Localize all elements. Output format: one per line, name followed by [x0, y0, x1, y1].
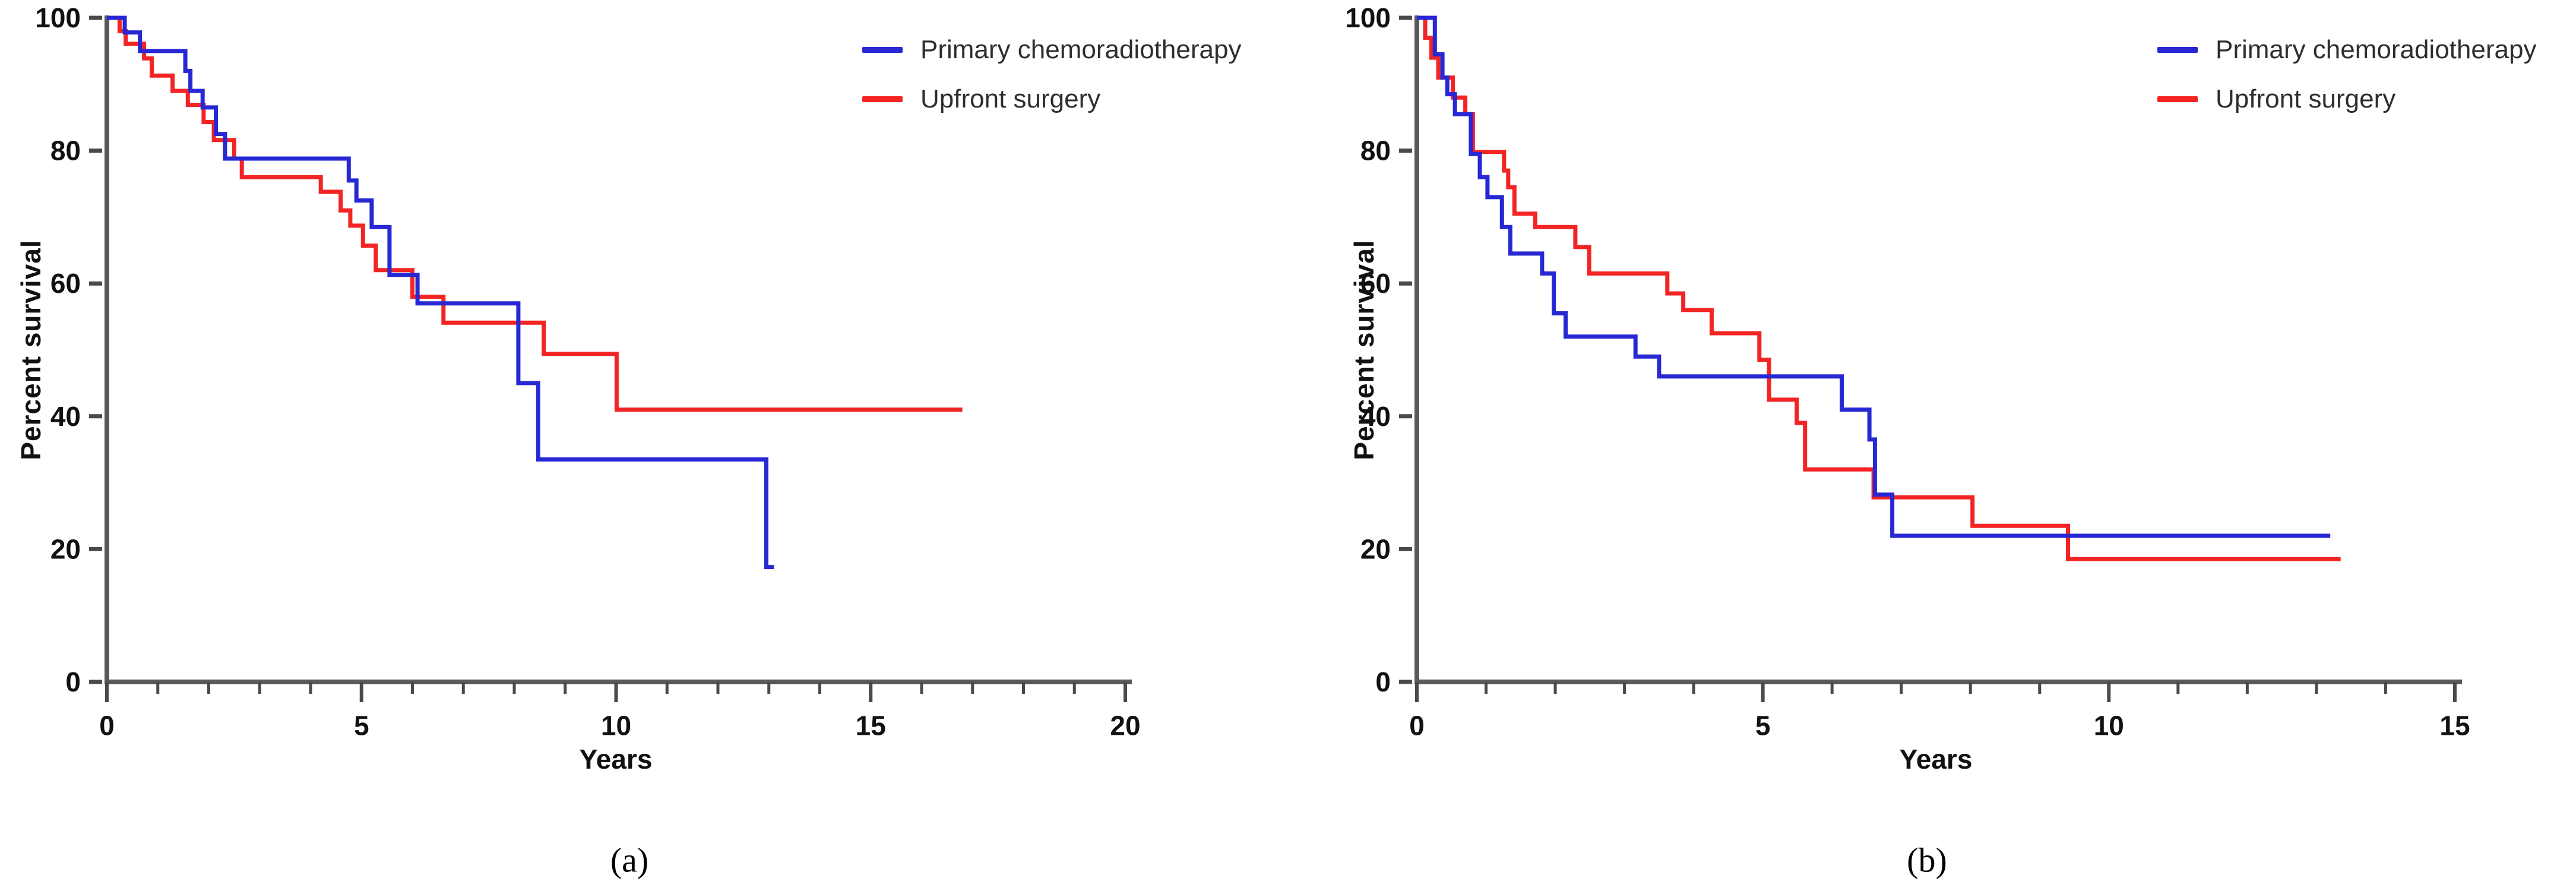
legend-item: Primary chemoradiotherapy [2157, 35, 2536, 65]
panel-b: 0 5 10 15 0 20 40 60 80 100 Percent survival Year… [1288, 0, 2576, 891]
legend-label: Upfront surgery [920, 84, 1101, 113]
upfront-surgery-line-swatch [862, 96, 903, 102]
x-tick-label: 0 [1409, 710, 1425, 741]
x-tick-label: 5 [354, 710, 369, 741]
primary-chemoradiotherapy-line-swatch [862, 47, 903, 53]
x-tick-label: 10 [601, 710, 631, 741]
legend-item: Upfront surgery [862, 84, 1100, 114]
y-tick-label: 40 [1360, 401, 1391, 432]
y-tick-label: 20 [1360, 533, 1391, 564]
panel-caption-b: (b) [1907, 841, 1947, 880]
km-chart-a: 0 5 10 15 20 0 20 40 60 80 100 [35, 2, 1140, 741]
y-tick-label: 0 [65, 666, 81, 697]
legend-item: Upfront surgery [2157, 84, 2395, 114]
y-tick-label: 80 [1360, 135, 1391, 166]
x-tick-label: 5 [1755, 710, 1771, 741]
upfront-surgery-line-swatch [2157, 96, 2198, 102]
km-chart-b: 0 5 10 15 0 20 40 60 80 100 [1345, 2, 2470, 741]
y-tick-label: 80 [50, 135, 81, 166]
legend-label: Primary chemoradiotherapy [2216, 35, 2537, 64]
y-tick-label: 100 [1345, 2, 1391, 33]
y-tick-label: 0 [1375, 666, 1391, 697]
legend-label: Primary chemoradiotherapy [920, 35, 1242, 64]
x-tick-label: 0 [99, 710, 115, 741]
y-tick-label: 60 [1360, 268, 1391, 299]
primary-chemoradiotherapy-line-swatch [2157, 47, 2198, 53]
panel-caption-a: (a) [610, 841, 649, 880]
x-tick-label: 20 [1110, 710, 1140, 741]
x-tick-label: 15 [856, 710, 886, 741]
x-axis-label: Years [579, 744, 653, 775]
panel-a: 0 5 10 15 20 0 20 40 60 80 100 Percent survival Ye… [15, 2, 1241, 880]
km-curve-primary-chemoradiotherapy [1417, 15, 2331, 538]
x-axis-label: Years [1899, 744, 1973, 775]
x-tick-label: 10 [2094, 710, 2124, 741]
km-curve-primary-chemoradiotherapy [107, 15, 774, 570]
y-tick-label: 100 [35, 2, 81, 33]
y-tick-label: 20 [50, 533, 81, 564]
y-axis-label: Percent survival [15, 239, 46, 460]
y-tick-label: 60 [50, 268, 81, 299]
km-curve-upfront-surgery [1417, 15, 2341, 561]
y-tick-label: 40 [50, 401, 81, 432]
x-tick-label: 15 [2439, 710, 2470, 741]
legend-item: Primary chemoradiotherapy [862, 35, 1241, 65]
km-curve-upfront-surgery [107, 15, 963, 412]
legend-label: Upfront surgery [2216, 84, 2396, 113]
y-axis-label: Percent survival [1349, 239, 1379, 460]
